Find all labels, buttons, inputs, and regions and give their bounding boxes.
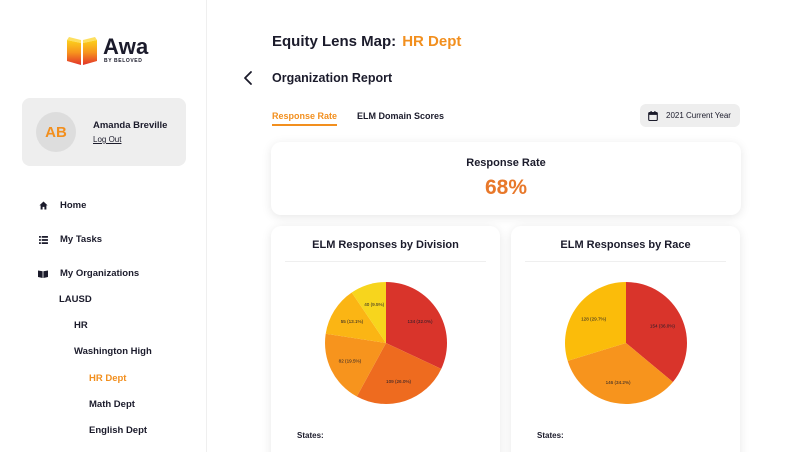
awa-logo[interactable]: Awa BY BELOVED [65, 34, 149, 68]
pie-slice-0[interactable] [386, 282, 448, 369]
pie-slice-label-3: 55 (13.1%) [341, 319, 364, 324]
tab-elm-domain-scores[interactable]: ELM Domain Scores [357, 111, 445, 121]
divider [525, 261, 726, 262]
logout-link[interactable]: Log Out [93, 135, 122, 144]
response-rate-card: Response Rate 68% [271, 142, 741, 215]
back-button[interactable] [242, 70, 256, 86]
pie-slice-2[interactable] [325, 333, 386, 397]
tab-response-rate[interactable]: Response Rate [272, 111, 338, 126]
pie-slice-label-2: 82 (19.5%) [339, 358, 362, 363]
org-item-washington-high[interactable]: Washington High [74, 346, 152, 357]
home-icon [38, 201, 48, 211]
user-name: Amanda Breville [93, 120, 168, 131]
pie-slice-label-1: 146 (34.2%) [606, 380, 631, 385]
list-icon [38, 235, 48, 245]
chevron-left-icon [244, 71, 252, 85]
sidebar-item-label: My Organizations [60, 268, 140, 279]
brand-name: Awa [103, 34, 149, 59]
race-pie-chart: 154 (36.0%) 146 (34.2%) 128 (29.7%) [564, 282, 687, 405]
year-filter-button[interactable]: 2021 Current Year [640, 104, 740, 127]
user-card: AB Amanda Breville Log Out [22, 98, 186, 166]
sidebar-item-label: My Tasks [60, 234, 103, 245]
chart-title: ELM Responses by Race [560, 239, 691, 251]
sidebar-item-label: Home [60, 200, 87, 211]
org-item-hr-dept[interactable]: HR Dept [89, 373, 127, 384]
pie-slice-1[interactable] [567, 343, 673, 405]
pie-slice-2[interactable] [564, 282, 626, 361]
chart-title: ELM Responses by Division [312, 239, 459, 251]
pie-slice-label-2: 128 (29.7%) [581, 317, 606, 322]
pie-slice-3[interactable] [325, 292, 386, 343]
pie-slice-label-0: 134 (32.0%) [407, 319, 432, 324]
year-filter-label: 2021 Current Year [666, 111, 731, 120]
report-title: Organization Report [272, 71, 393, 85]
pie-slice-4[interactable] [351, 282, 386, 343]
brand-tagline: BY BELOVED [104, 58, 143, 64]
pie-slice-label-4: 40 (9.5%) [364, 302, 384, 307]
page-title: Equity Lens Map: HR Dept [272, 33, 461, 50]
sidebar-item-tasks[interactable]: My Tasks [38, 234, 102, 245]
sidebar-item-organizations[interactable]: My Organizations [38, 268, 139, 279]
page-title-text: Equity Lens Map: [272, 33, 397, 50]
avatar: AB [36, 112, 76, 152]
calendar-icon [648, 110, 658, 121]
division-chart-card: ELM Responses by Division 134 (32.0%) 109… [271, 226, 500, 452]
org-item-hr[interactable]: HR [74, 320, 88, 331]
org-item-math-dept[interactable]: Math Dept [89, 399, 135, 410]
book-logo-icon [67, 37, 97, 65]
org-item-english-dept[interactable]: English Dept [89, 425, 148, 436]
response-rate-label: Response Rate [466, 157, 546, 169]
sidebar: Awa BY BELOVED AB Amanda Breville Log Ou… [0, 0, 207, 452]
pie-slice-1[interactable] [356, 343, 442, 404]
division-pie-chart: 134 (32.0%) 109 (26.0%) 82 (19.5%) 55 (13.1… [325, 282, 448, 404]
pie-slice-0[interactable] [626, 282, 687, 382]
org-item-lausd[interactable]: LAUSD [59, 294, 92, 305]
page-title-dept: HR Dept [402, 33, 462, 50]
pie-slice-label-0: 154 (36.0%) [650, 323, 675, 328]
states-label: States: [297, 431, 324, 440]
sidebar-item-home[interactable]: Home [38, 200, 86, 211]
book-icon [38, 269, 48, 279]
response-rate-value: 68% [484, 176, 528, 199]
states-label: States: [537, 431, 564, 440]
race-chart-card: ELM Responses by Race 154 (36.0%) 146 (34… [511, 226, 740, 452]
divider [285, 261, 486, 262]
pie-slice-label-1: 109 (26.0%) [386, 379, 411, 384]
